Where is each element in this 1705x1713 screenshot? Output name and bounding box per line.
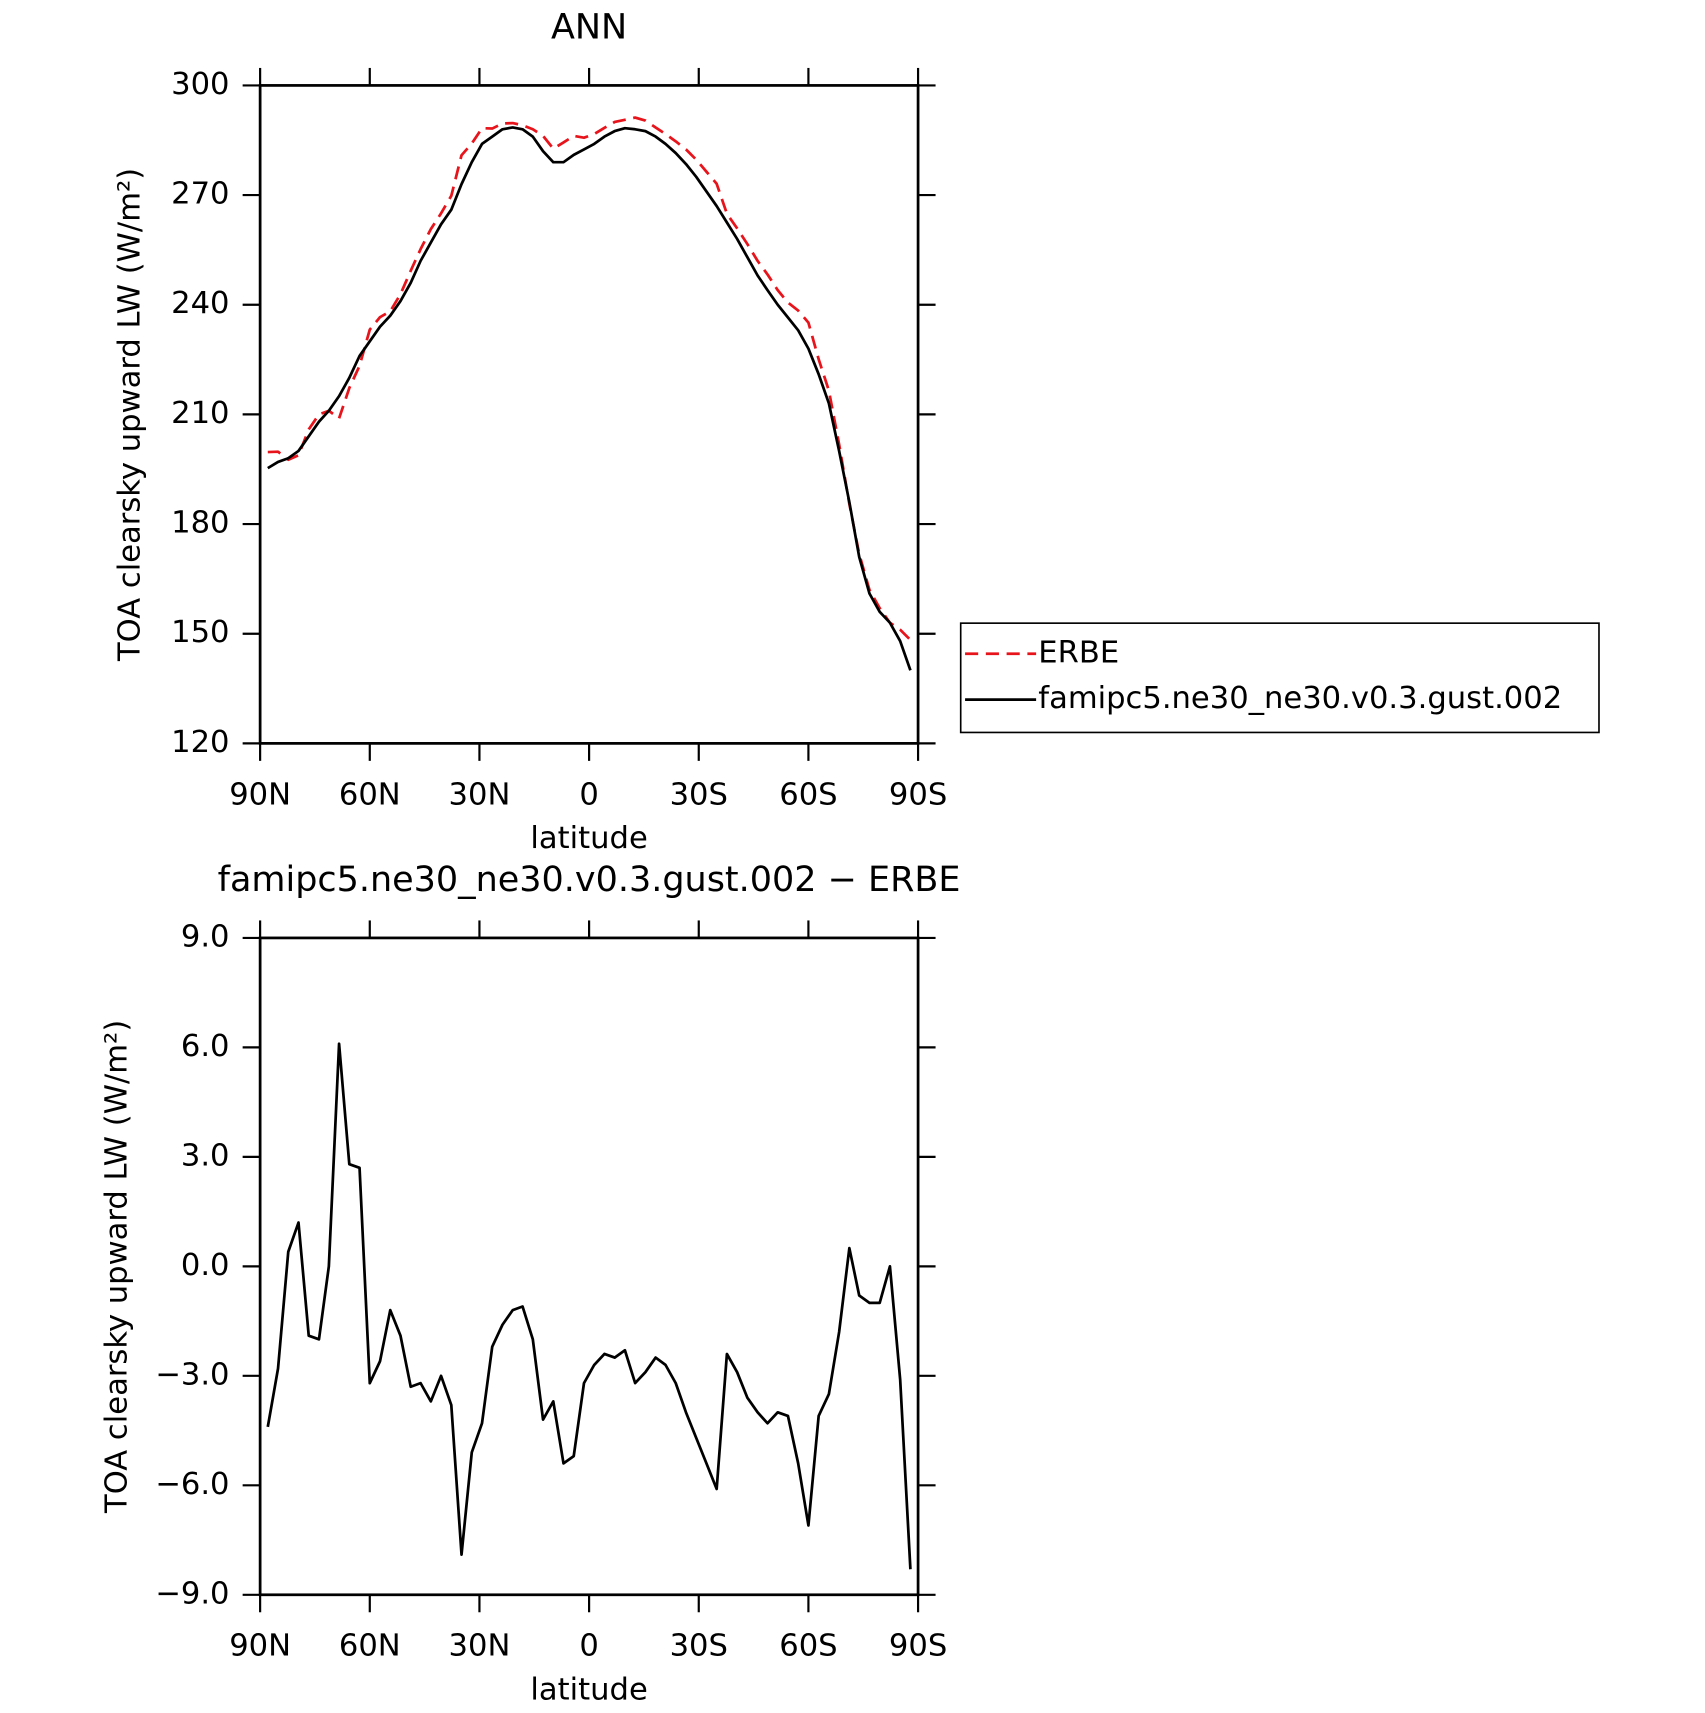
x-tick-label: 90N bbox=[229, 777, 291, 812]
chart-title: ANN bbox=[551, 8, 627, 48]
y-tick-label: 300 bbox=[171, 67, 229, 102]
y-tick-label: 9.0 bbox=[181, 919, 230, 954]
y-axis-label: TOA clearsky upward LW (W/m²) bbox=[100, 1020, 135, 1514]
x-axis-label: latitude bbox=[530, 1672, 647, 1707]
series-line bbox=[266, 1042, 912, 1570]
y-tick-label: 120 bbox=[171, 725, 229, 760]
y-tick-label: 210 bbox=[171, 396, 229, 431]
x-tick-label: 30N bbox=[449, 1629, 511, 1664]
plot-frame bbox=[258, 84, 920, 745]
x-tick-label: 90N bbox=[229, 1629, 291, 1664]
x-tick-label: 90S bbox=[889, 1629, 947, 1664]
y-tick-label: 270 bbox=[171, 177, 229, 212]
x-tick-label: 60N bbox=[339, 777, 401, 812]
x-tick-label: 0 bbox=[579, 777, 598, 812]
plot-frame bbox=[258, 936, 920, 1597]
y-axis-label: TOA clearsky upward LW (W/m²) bbox=[113, 168, 148, 662]
legend-label: famipc5.ne30_ne30.v0.3.gust.002 bbox=[1038, 681, 1562, 716]
x-tick-label: 60S bbox=[779, 1629, 837, 1664]
x-tick-label: 30S bbox=[670, 777, 728, 812]
series-line bbox=[267, 126, 912, 671]
series-line bbox=[267, 116, 912, 641]
y-tick-label: 3.0 bbox=[181, 1138, 230, 1173]
chart-title: famipc5.ne30_ne30.v0.3.gust.002 − ERBE bbox=[218, 860, 961, 900]
y-tick-label: −9.0 bbox=[155, 1576, 229, 1611]
y-tick-label: −3.0 bbox=[155, 1357, 229, 1392]
x-tick-label: 0 bbox=[579, 1629, 598, 1664]
x-axis-label: latitude bbox=[530, 821, 647, 856]
legend-box bbox=[959, 622, 1600, 734]
x-tick-label: 30N bbox=[449, 777, 511, 812]
x-tick-label: 30S bbox=[670, 1629, 728, 1664]
y-tick-label: 150 bbox=[171, 615, 229, 650]
y-tick-label: 0.0 bbox=[181, 1248, 230, 1283]
y-tick-label: 240 bbox=[171, 286, 229, 321]
x-tick-label: 60S bbox=[779, 777, 837, 812]
x-tick-label: 60N bbox=[339, 1629, 401, 1664]
x-tick-label: 90S bbox=[889, 777, 947, 812]
legend-label: ERBE bbox=[1038, 635, 1119, 670]
y-tick-label: 180 bbox=[171, 506, 229, 541]
y-tick-label: −6.0 bbox=[155, 1467, 229, 1502]
y-tick-label: 6.0 bbox=[181, 1029, 230, 1064]
